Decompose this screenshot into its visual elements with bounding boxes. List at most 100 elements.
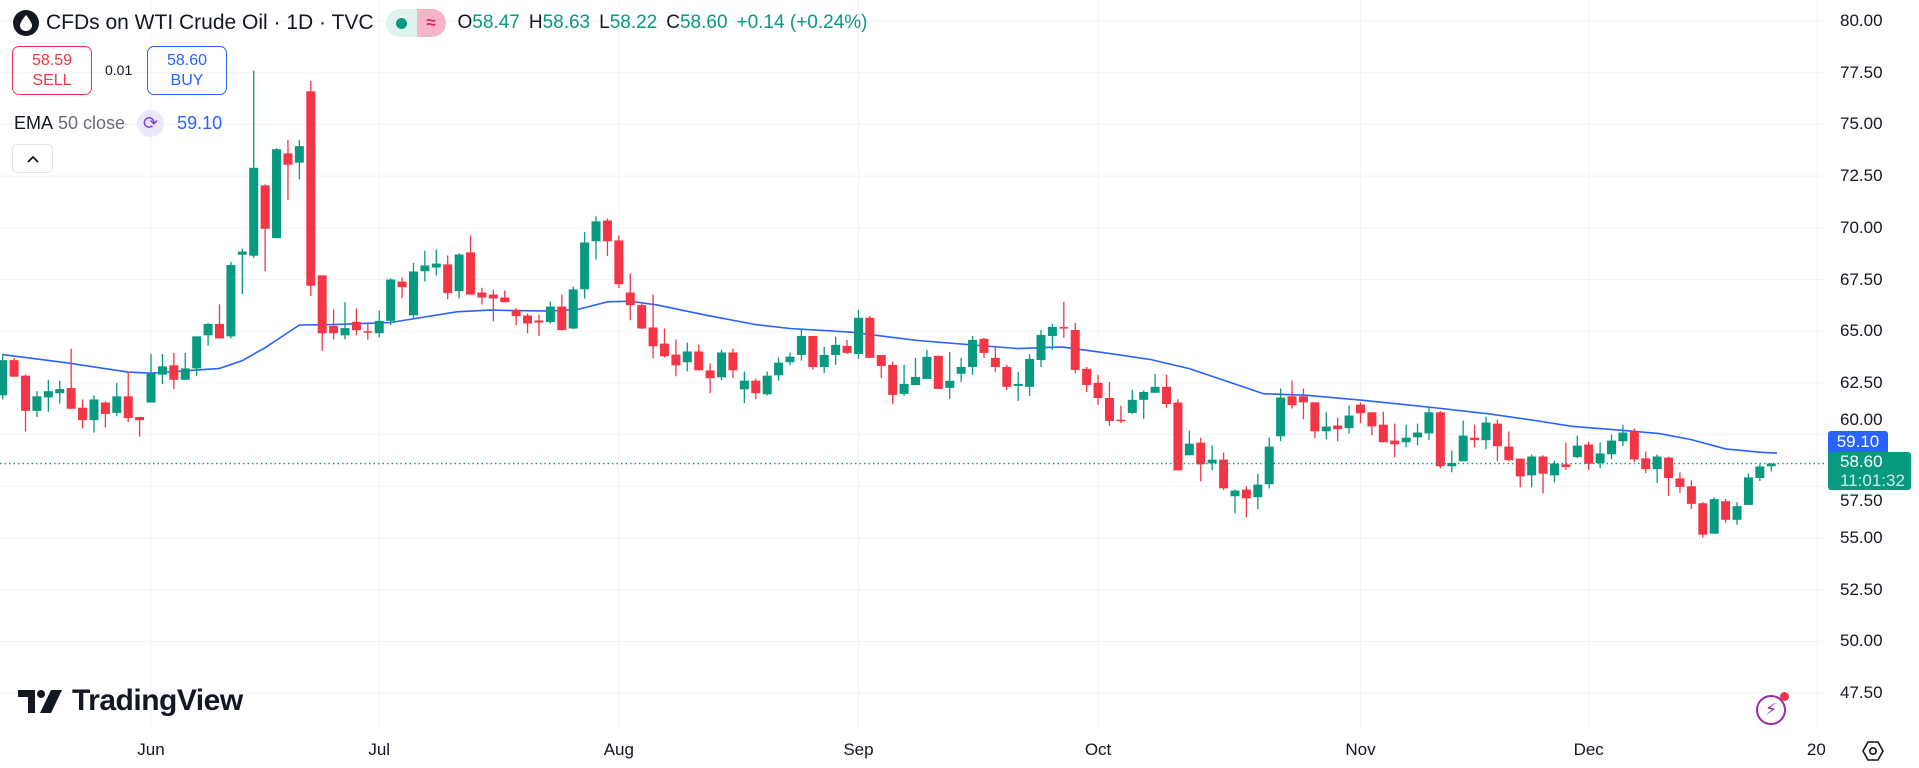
candle-up (374, 310, 384, 338)
indicator-legend-ema[interactable]: EMA 50 close ⟳ 59.10 (14, 109, 222, 137)
candle-up (1607, 434, 1617, 460)
candle-up (911, 357, 920, 385)
candle-body (751, 380, 761, 394)
candle-up (192, 336, 202, 376)
candle-up (226, 261, 236, 339)
candle-down (1664, 456, 1674, 496)
candle-body (1207, 459, 1217, 464)
candle-up (180, 352, 190, 380)
candle-body (180, 368, 190, 380)
candle-body (1344, 415, 1354, 429)
candle-up (1447, 450, 1457, 473)
candle-up (1413, 423, 1423, 446)
candle-down (9, 358, 19, 377)
candle-down (488, 289, 498, 322)
candle-body (78, 407, 88, 421)
candle-up (89, 395, 99, 433)
candle-up (682, 342, 692, 372)
high-label: H (528, 12, 543, 33)
sell-button[interactable]: 58.59 SELL (12, 46, 92, 95)
candle-body (705, 370, 715, 379)
low-value: 58.22 (609, 12, 658, 33)
candle-body (1390, 440, 1400, 445)
sell-label: SELL (32, 71, 72, 89)
candle-body (157, 366, 167, 375)
candle-body (637, 305, 647, 329)
candle-body (1082, 368, 1092, 385)
candle-body (888, 364, 898, 395)
buy-price: 58.60 (166, 51, 208, 69)
refresh-icon[interactable]: ⟳ (137, 109, 165, 137)
candle-body (511, 310, 521, 317)
candle-body (1310, 402, 1320, 432)
candle-body (899, 383, 909, 394)
candle-body (214, 323, 224, 339)
candle-down (214, 304, 224, 339)
candle-body (1561, 464, 1571, 468)
lightning-icon[interactable]: ⚡ (1756, 692, 1789, 725)
candle-up (1527, 454, 1537, 488)
candle-up (1732, 502, 1742, 525)
price-tick-label: 70.00 (1840, 217, 1883, 237)
price-tick-label: 57.50 (1840, 491, 1883, 510)
candle-down (123, 371, 133, 423)
chevron-up-icon (26, 155, 39, 163)
candle-body (523, 315, 533, 324)
price-tick-label: 60.00 (1840, 410, 1883, 429)
status-pill[interactable]: ≈ (385, 9, 446, 37)
candle-down (865, 315, 875, 358)
last-price-label: 58.60 11:01:32 (1828, 452, 1911, 490)
candle-up (762, 371, 772, 396)
tradingview-logo[interactable]: TradingView (18, 684, 243, 718)
price-chart[interactable] (0, 0, 1827, 730)
candle-body (819, 354, 829, 367)
candle-body (831, 344, 841, 355)
candle-down (66, 348, 76, 409)
candle-body (545, 306, 555, 323)
candle-body (1104, 397, 1114, 421)
low-label: L (599, 12, 610, 33)
candle-up (580, 232, 590, 299)
candle-up (591, 216, 601, 260)
candle-down (1641, 451, 1651, 474)
buy-button[interactable]: 58.60 BUY (147, 46, 227, 95)
candle-body (1629, 431, 1639, 460)
settings-icon[interactable] (1862, 740, 1884, 762)
candle-down (659, 328, 669, 358)
candle-body (933, 355, 943, 389)
candle-body (397, 281, 407, 288)
price-tick-label: 47.50 (1840, 683, 1883, 703)
candle-body (1470, 437, 1480, 441)
candle-up (431, 249, 441, 276)
candle-body (1732, 506, 1742, 520)
logo-wordmark: TradingView (72, 684, 243, 717)
candle-body (968, 339, 978, 367)
candle-up (922, 349, 932, 379)
candle-up (1743, 473, 1753, 505)
candle-body (1481, 422, 1491, 441)
price-tick-label: 62.50 (1840, 372, 1883, 392)
candle-body (1196, 442, 1206, 465)
candle-body (625, 292, 635, 306)
candle-up (340, 302, 350, 340)
candle-body (842, 345, 852, 353)
symbol-title[interactable]: CFDs on WTI Crude Oil · 1D · TVC (46, 11, 374, 34)
candle-up (454, 253, 464, 299)
candle-down (625, 273, 635, 321)
candle-body (1241, 489, 1251, 499)
collapse-legend-button[interactable] (12, 144, 53, 173)
tradingview-logo-mark-icon (18, 689, 62, 713)
candle-up (157, 353, 167, 384)
candle-up (945, 351, 955, 399)
candle-down (1059, 301, 1069, 338)
candle-up (146, 353, 156, 403)
candle-down (842, 339, 852, 354)
candle-body (1219, 459, 1229, 489)
candle-body (1253, 484, 1263, 498)
candle-down (1675, 472, 1685, 493)
candle-body (454, 254, 464, 292)
market-open-dot-icon (385, 9, 417, 37)
candle-body (648, 327, 658, 347)
last-price: 58.60 (1840, 452, 1883, 471)
candle-body (1378, 424, 1388, 443)
